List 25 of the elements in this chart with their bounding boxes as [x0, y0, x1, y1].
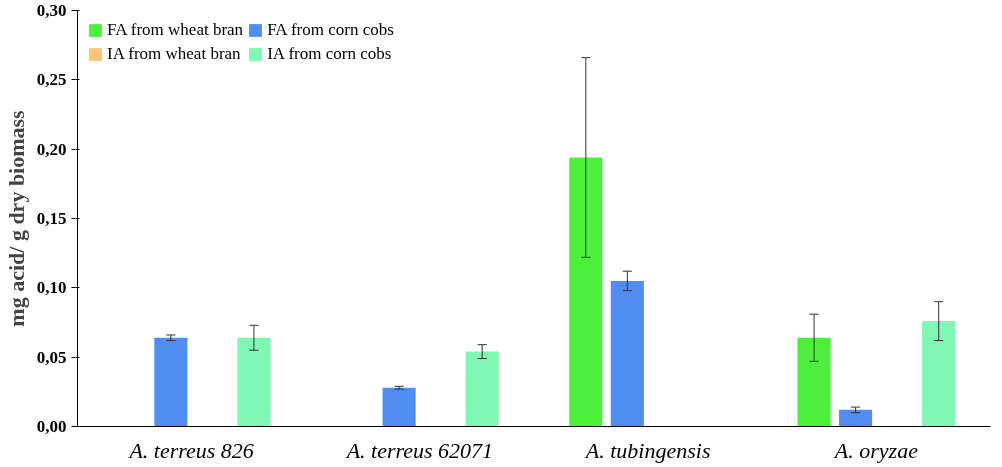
- bar: [569, 157, 603, 427]
- legend-label: FA from wheat bran: [107, 20, 244, 40]
- y-tick-label: 0,10: [36, 278, 67, 298]
- y-tick-label: 0,00: [36, 417, 67, 436]
- legend-label: IA from wheat bran: [107, 44, 241, 64]
- y-tick-label: 0,20: [36, 139, 67, 159]
- y-tick-label: 0,30: [36, 1, 67, 20]
- bar: [839, 409, 873, 427]
- bar: [465, 351, 499, 427]
- y-axis-title: mg acid/ g dry biomass: [3, 109, 29, 327]
- x-tick-label: A. terreus 826: [127, 437, 254, 463]
- legend-label: FA from corn cobs: [267, 20, 394, 40]
- bar: [382, 387, 416, 427]
- x-tick-label: A. oryzae: [832, 437, 919, 463]
- bar: [237, 337, 271, 427]
- bar: [797, 337, 831, 427]
- y-tick-label: 0,05: [36, 347, 67, 367]
- x-tick-label: A. tubingensis: [583, 437, 711, 463]
- bar: [610, 280, 644, 427]
- x-tick-label: A. terreus 62071: [344, 437, 494, 463]
- bar: [922, 321, 956, 427]
- legend-label: IA from corn cobs: [267, 44, 392, 64]
- y-tick-label: 0,15: [36, 209, 67, 228]
- bar: [154, 337, 188, 427]
- y-tick-label: 0,25: [36, 70, 67, 90]
